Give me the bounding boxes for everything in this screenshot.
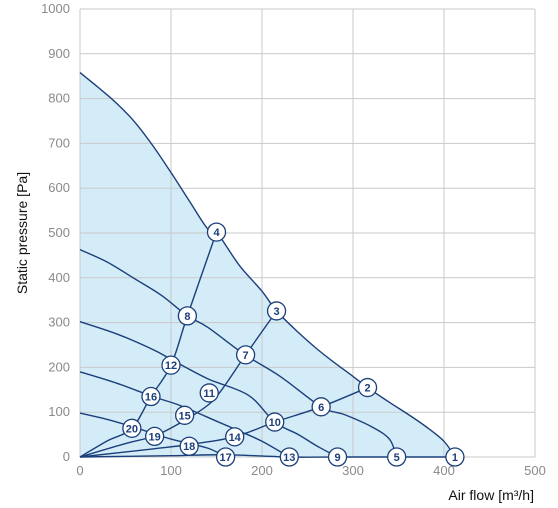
marker-label: 6: [318, 402, 324, 414]
marker-circle: [235, 345, 256, 365]
marker-circle: [279, 447, 299, 467]
marker-circle: [265, 412, 285, 432]
y-tick-label-100: 100: [48, 404, 70, 419]
point-marker-9: 9: [327, 447, 348, 467]
marker-label: 5: [394, 452, 400, 464]
marker-label: 1: [452, 452, 458, 464]
marker-circle: [387, 447, 407, 467]
point-marker-17: 17: [215, 447, 236, 467]
point-marker-19: 19: [144, 426, 165, 447]
fill-area: [80, 72, 455, 457]
point-marker-11: 11: [199, 383, 219, 403]
marker-label: 7: [243, 350, 249, 362]
marker-circle: [215, 447, 236, 467]
y-tick-label-0: 0: [63, 449, 70, 464]
y-axis-title: Static pressure [Pa]: [14, 172, 30, 294]
x-tick-label-400: 400: [433, 463, 455, 478]
marker-circle: [266, 301, 287, 321]
point-marker-20: 20: [122, 418, 142, 438]
point-marker-5: 5: [387, 447, 407, 467]
y-tick-label-1000: 1000: [41, 1, 70, 16]
x-axis-title: Air flow [m³/h]: [448, 487, 534, 503]
marker-label: 8: [184, 311, 190, 323]
y-tick-label-700: 700: [48, 135, 70, 150]
point-marker-16: 16: [141, 386, 161, 407]
y-tick-label-900: 900: [48, 46, 70, 61]
y-tick-label-500: 500: [48, 225, 70, 240]
marker-label: 3: [273, 306, 279, 318]
marker-label: 14: [229, 432, 242, 444]
point-marker-14: 14: [225, 427, 245, 447]
marker-label: 13: [283, 452, 295, 464]
marker-circle: [327, 447, 348, 467]
marker-circle: [199, 383, 219, 403]
marker-circle: [225, 427, 245, 447]
point-marker-6: 6: [311, 397, 331, 417]
marker-label: 11: [203, 388, 215, 400]
y-tick-label-200: 200: [48, 359, 70, 374]
marker-circle: [141, 386, 161, 407]
y-tick-label-300: 300: [48, 315, 70, 330]
y-tick-label-400: 400: [48, 270, 70, 285]
marker-label: 4: [213, 227, 220, 239]
point-marker-1: 1: [445, 447, 465, 467]
marker-circle: [357, 377, 378, 398]
marker-circle: [311, 397, 331, 417]
grid: [79, 8, 536, 458]
marker-circle: [144, 426, 165, 447]
marker-label: 2: [364, 383, 370, 395]
marker-circle: [179, 436, 199, 456]
x-tick-label-100: 100: [160, 463, 182, 478]
operating-area-fill: [80, 72, 455, 457]
point-marker-18: 18: [179, 436, 199, 456]
tick-labels: 0 100 200 300 400 500 0 100 200 300 400 500 600 700 80…: [41, 1, 546, 478]
point-marker-13: 13: [279, 447, 299, 467]
marker-label: 18: [183, 441, 195, 453]
point-marker-15: 15: [174, 405, 195, 425]
y-tick-label-600: 600: [48, 180, 70, 195]
y-tick-label-800: 800: [48, 91, 70, 106]
point-marker-4: 4: [206, 222, 227, 242]
point-marker-3: 3: [266, 301, 287, 321]
marker-circle: [174, 405, 195, 425]
x-tick-label-200: 200: [251, 463, 273, 478]
x-tick-label-300: 300: [342, 463, 364, 478]
point-marker-12: 12: [161, 355, 181, 375]
fan-curve-4: [79, 371, 290, 458]
marker-label: 16: [145, 392, 157, 404]
x-tick-label-500: 500: [524, 463, 546, 478]
point-marker-7: 7: [235, 345, 256, 365]
point-marker-10: 10: [265, 412, 285, 432]
x-tick-label-0: 0: [76, 463, 83, 478]
marker-label: 20: [126, 423, 138, 435]
marker-circle: [161, 355, 181, 375]
marker-circle: [122, 418, 142, 438]
marker-circle: [445, 447, 465, 467]
marker-circle: [177, 306, 198, 326]
marker-label: 19: [148, 431, 160, 443]
marker-label: 17: [219, 452, 231, 464]
marker-label: 9: [334, 452, 340, 464]
fan-curve-3: [79, 321, 338, 458]
marker-label: 15: [179, 410, 191, 422]
marker-label: 12: [165, 360, 177, 372]
marker-circle: [206, 222, 227, 242]
point-marker-2: 2: [357, 377, 378, 398]
point-marker-8: 8: [177, 306, 198, 326]
marker-label: 10: [269, 417, 281, 429]
fan-curve-1: [79, 72, 456, 458]
